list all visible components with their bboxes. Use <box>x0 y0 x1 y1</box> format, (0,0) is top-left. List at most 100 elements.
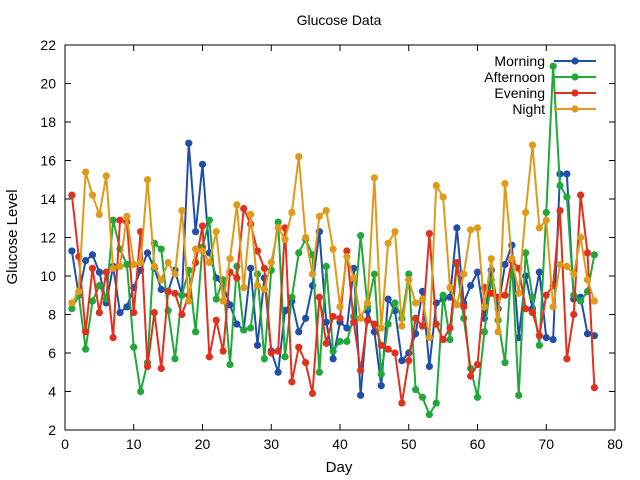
data-point-night <box>212 228 220 236</box>
data-point-morning <box>322 318 330 326</box>
data-point-night <box>205 258 213 267</box>
data-point-evening <box>487 289 495 297</box>
data-point-morning <box>157 285 165 294</box>
data-point-night <box>377 324 385 332</box>
data-point-night <box>164 258 172 267</box>
data-point-morning <box>95 268 103 276</box>
data-point-morning <box>384 295 392 303</box>
data-point-evening <box>260 264 268 272</box>
data-point-evening <box>370 320 378 328</box>
data-point-night <box>150 262 158 270</box>
data-point-evening <box>302 359 310 367</box>
data-point-night <box>460 270 468 278</box>
data-point-night <box>95 210 103 218</box>
data-point-night <box>178 206 186 215</box>
data-point-afternoon <box>68 305 76 313</box>
x-tick-label: 20 <box>195 436 211 452</box>
data-point-night <box>494 328 502 336</box>
data-point-night <box>233 201 241 209</box>
data-point-afternoon <box>439 291 447 299</box>
data-point-morning <box>295 328 303 336</box>
data-point-night <box>315 212 323 220</box>
x-tick-label: 0 <box>61 436 69 452</box>
data-point-afternoon <box>418 393 427 401</box>
data-point-night <box>137 258 145 267</box>
data-point-night <box>487 255 495 263</box>
data-point-morning <box>549 335 557 344</box>
data-point-morning <box>88 251 97 259</box>
data-point-afternoon <box>590 251 598 259</box>
data-point-night <box>590 297 598 305</box>
y-axis-label: Glucose Level <box>4 189 21 284</box>
data-point-night <box>219 297 227 305</box>
data-point-afternoon <box>412 385 420 394</box>
data-point-morning <box>192 228 200 236</box>
data-point-evening <box>528 308 537 317</box>
legend-marker-afternoon <box>571 73 579 81</box>
data-point-night <box>577 233 585 242</box>
data-point-afternoon <box>343 337 351 346</box>
data-point-afternoon <box>432 399 440 407</box>
legend-label-evening: Evening <box>494 85 545 101</box>
data-point-evening <box>570 310 578 319</box>
legend-marker-evening <box>571 89 579 97</box>
y-tick-label: 22 <box>40 37 56 53</box>
data-point-afternoon <box>205 216 213 224</box>
data-point-night <box>398 322 406 330</box>
data-point-afternoon <box>370 270 378 278</box>
data-point-evening <box>88 264 97 272</box>
x-tick-label: 40 <box>332 436 348 452</box>
data-point-night <box>515 289 523 297</box>
data-point-night <box>281 235 289 244</box>
data-point-afternoon <box>130 343 138 351</box>
data-point-morning <box>453 224 461 232</box>
data-point-night <box>363 299 372 307</box>
data-point-night <box>240 283 248 292</box>
data-point-night <box>157 276 165 284</box>
data-point-night <box>123 212 131 220</box>
data-point-afternoon <box>535 341 543 349</box>
data-point-night <box>412 299 420 307</box>
data-point-night <box>501 180 509 188</box>
data-point-afternoon <box>336 337 344 346</box>
data-point-afternoon <box>295 249 303 257</box>
x-tick-label: 70 <box>538 436 554 452</box>
data-point-evening <box>405 357 413 365</box>
data-point-morning <box>198 160 207 168</box>
data-point-morning <box>116 308 124 317</box>
data-point-evening <box>377 341 385 349</box>
y-tick-label: 12 <box>40 230 56 246</box>
data-point-night <box>253 282 262 290</box>
data-point-afternoon <box>109 216 117 224</box>
data-point-afternoon <box>329 347 337 355</box>
data-point-morning <box>583 330 592 338</box>
data-point-evening <box>171 289 179 297</box>
legend-marker-night <box>571 105 579 113</box>
data-point-afternoon <box>281 353 289 361</box>
data-point-morning <box>563 170 571 178</box>
data-point-afternoon <box>240 326 248 334</box>
data-point-evening <box>233 274 241 282</box>
data-point-evening <box>460 303 468 311</box>
data-point-night <box>308 270 317 278</box>
data-point-evening <box>288 378 296 386</box>
data-point-evening <box>267 349 275 357</box>
x-tick-label: 10 <box>126 436 142 452</box>
data-point-evening <box>467 372 475 380</box>
data-point-evening <box>205 353 213 361</box>
data-point-afternoon <box>549 62 557 70</box>
data-point-night <box>563 262 571 270</box>
data-point-morning <box>82 257 90 265</box>
data-point-evening <box>150 308 158 317</box>
data-point-night <box>418 295 427 303</box>
data-point-evening <box>391 349 399 357</box>
data-point-evening <box>336 314 344 322</box>
y-tick-label: 2 <box>48 422 56 438</box>
data-point-night <box>288 208 296 217</box>
data-point-morning <box>535 268 543 276</box>
data-point-morning <box>343 324 351 332</box>
data-point-afternoon <box>171 355 179 363</box>
data-point-night <box>116 262 124 270</box>
